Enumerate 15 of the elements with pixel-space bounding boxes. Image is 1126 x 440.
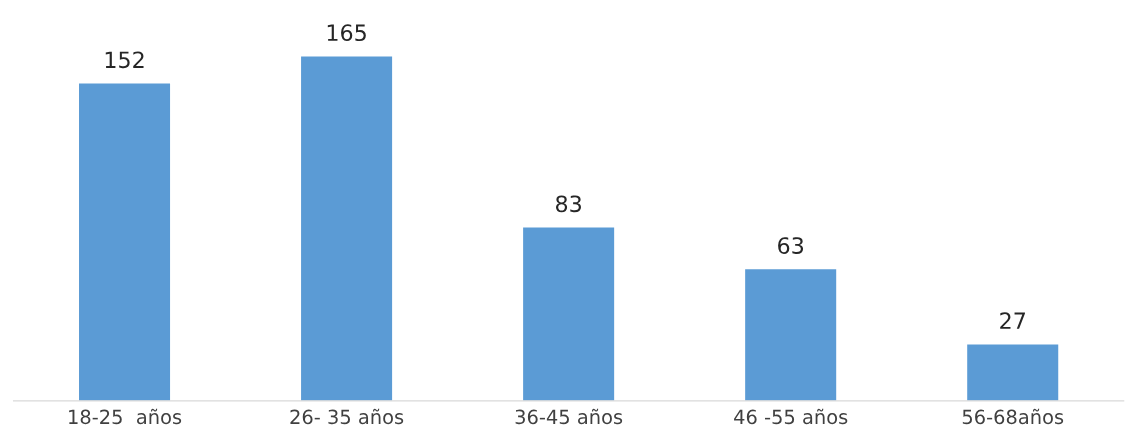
x-tick-label: 26- 35 años xyxy=(290,408,404,425)
x-tick-label: 18-25 años xyxy=(69,408,182,425)
bar xyxy=(967,344,1059,401)
x-tick-label: 36-45 años xyxy=(515,408,623,425)
bar xyxy=(523,227,615,401)
bar xyxy=(745,269,837,401)
data-label: 165 xyxy=(327,24,366,42)
x-tick-label: 46 -55 años xyxy=(734,408,848,425)
data-label: 63 xyxy=(778,237,804,254)
data-label: 83 xyxy=(556,195,581,213)
bar xyxy=(79,83,171,401)
bar xyxy=(301,56,393,401)
x-tick-label: 56-68años xyxy=(962,408,1064,425)
data-label: 152 xyxy=(105,51,144,69)
data-label: 27 xyxy=(1000,312,1025,329)
